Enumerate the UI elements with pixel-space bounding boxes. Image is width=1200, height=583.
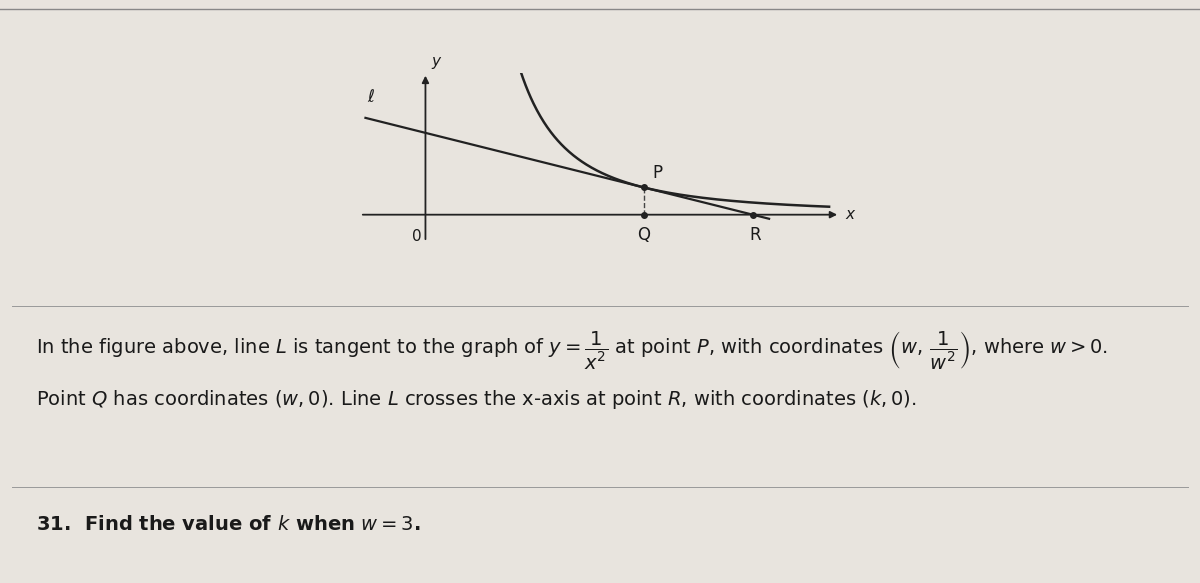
Text: 0: 0 [412,229,421,244]
Text: In the figure above, line $L$ is tangent to the graph of $y = \dfrac{1}{x^2}$ at: In the figure above, line $L$ is tangent… [36,329,1108,371]
Text: $y$: $y$ [431,55,443,71]
Text: 31.  Find the value of $k$ when $w = 3$.: 31. Find the value of $k$ when $w = 3$. [36,515,421,534]
Text: P: P [653,164,662,182]
Text: $\ell$: $\ell$ [367,88,374,106]
Text: R: R [749,226,761,244]
Text: Point $Q$ has coordinates $(w, 0)$. Line $L$ crosses the x-axis at point $R$, wi: Point $Q$ has coordinates $(w, 0)$. Line… [36,388,917,411]
Text: $x$: $x$ [846,207,857,222]
Text: Q: Q [637,226,650,244]
